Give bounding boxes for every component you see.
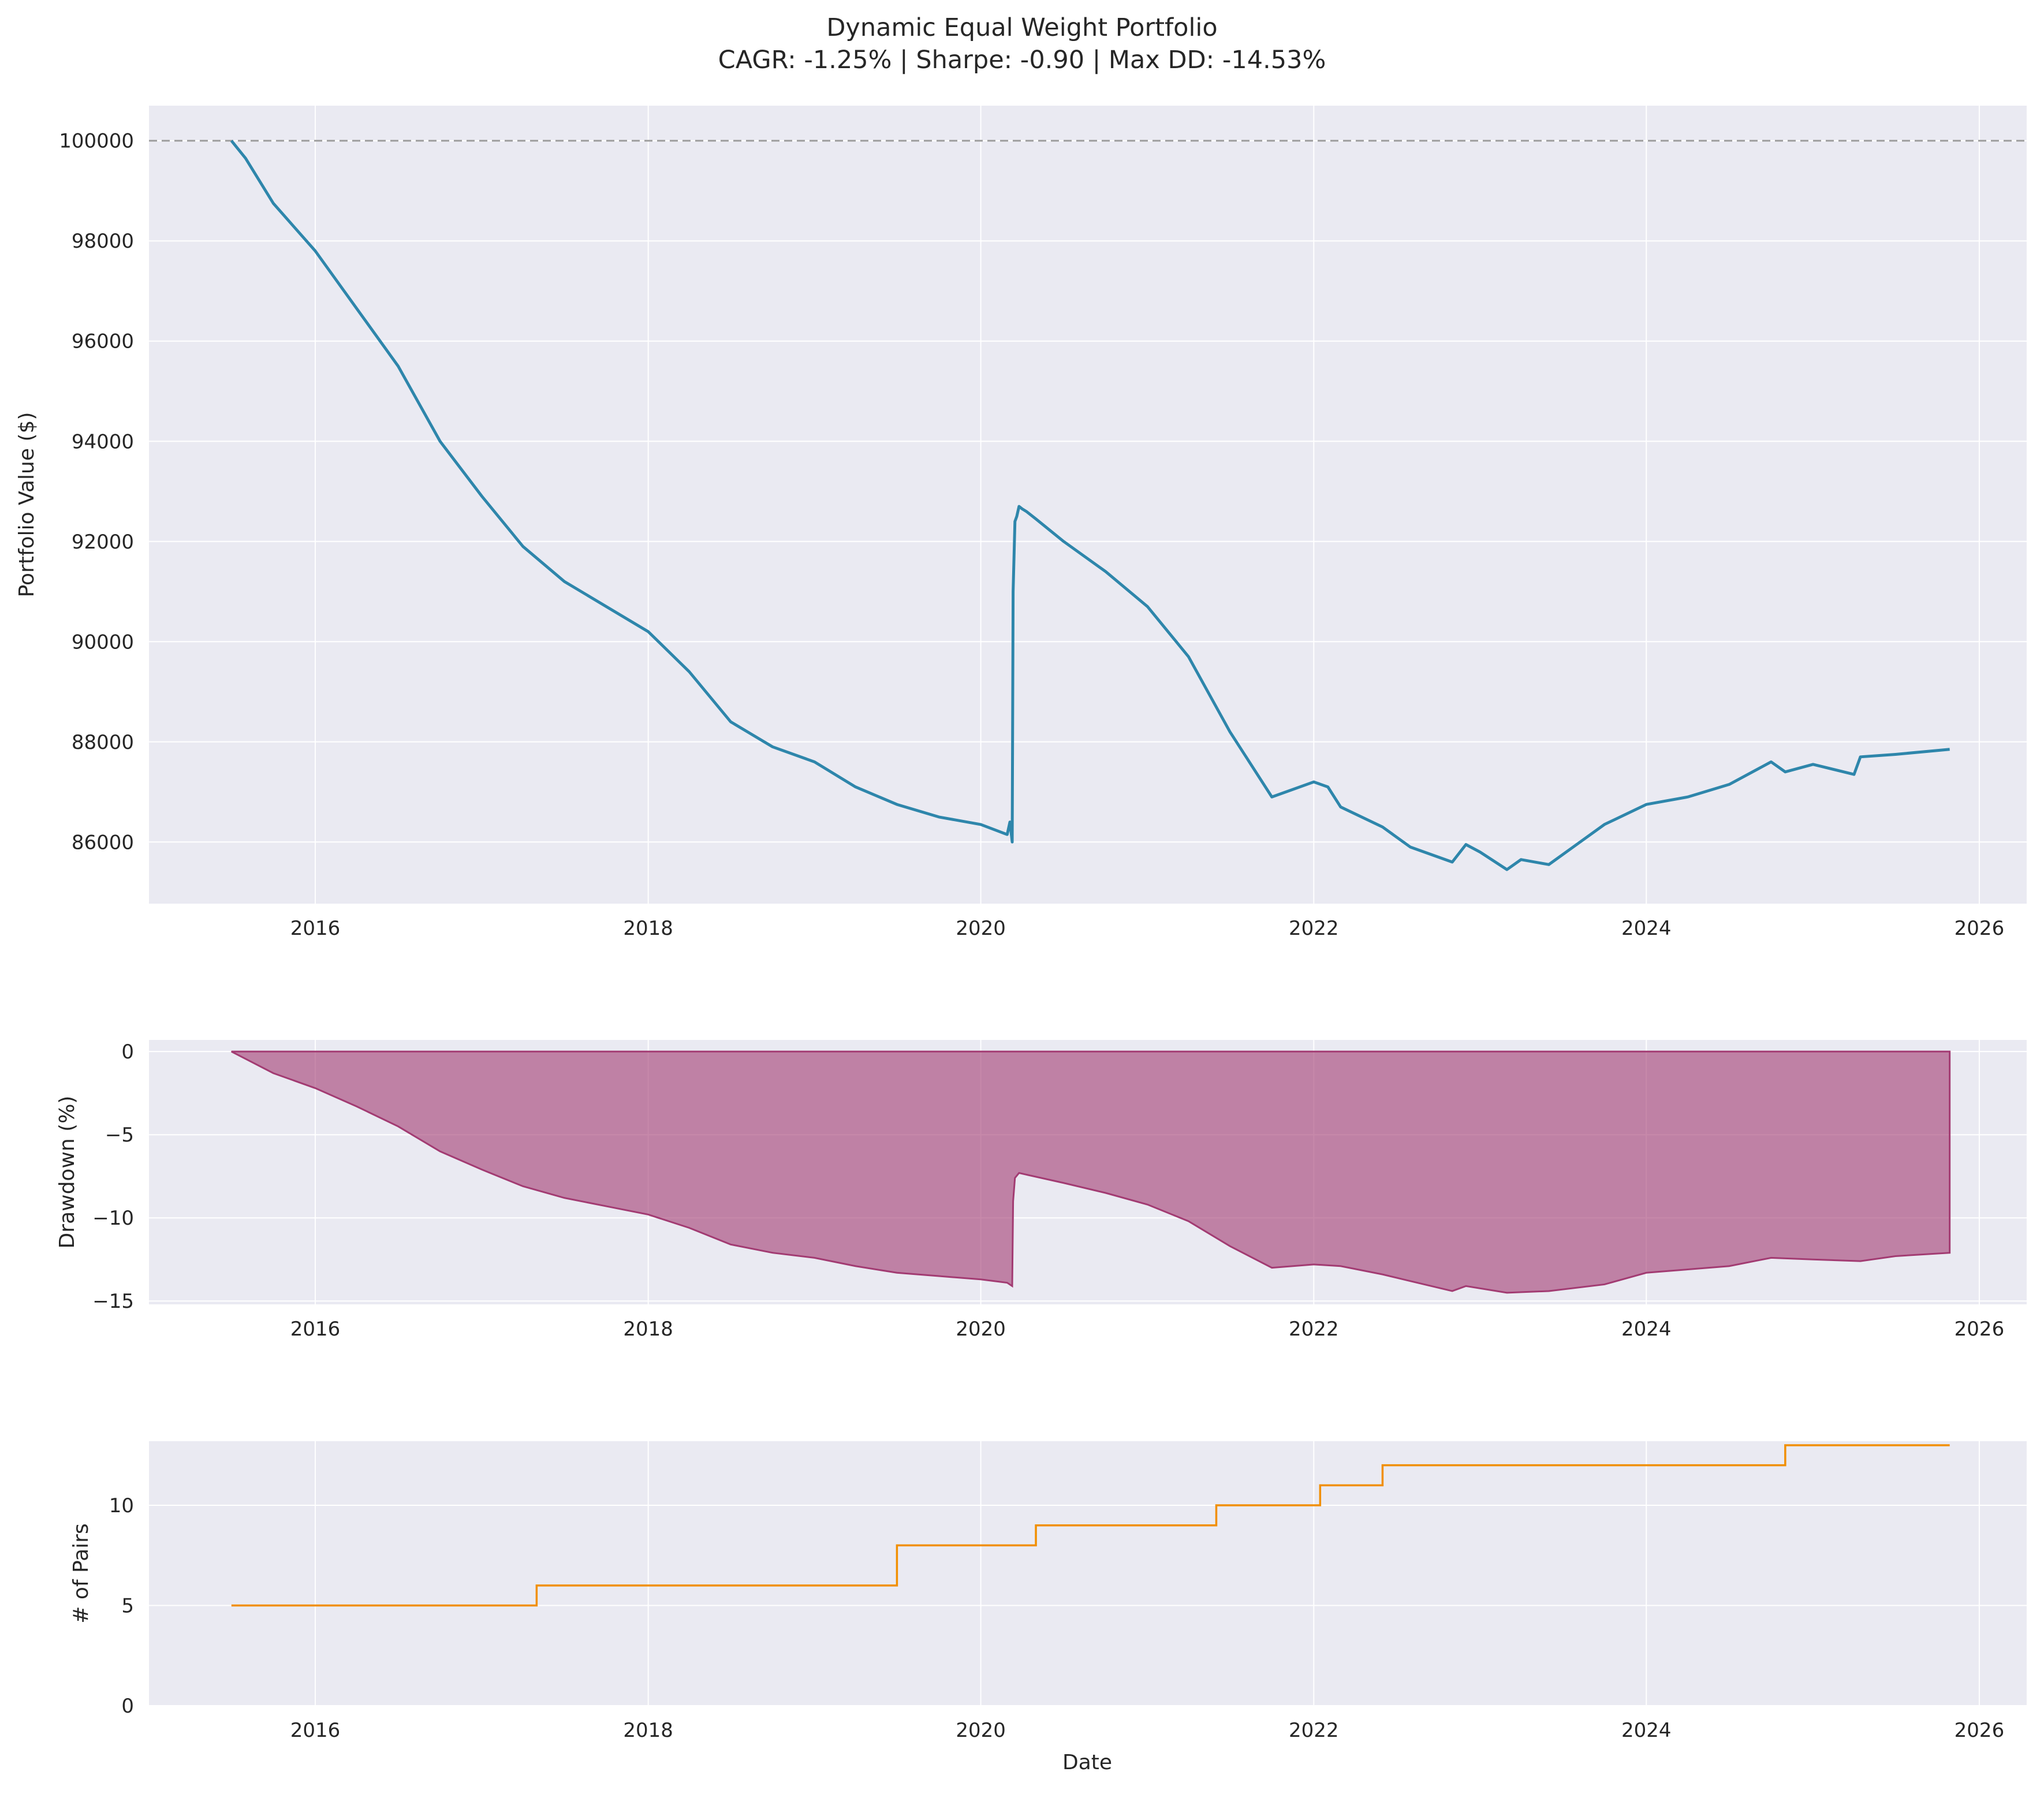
x-axis-label: Date <box>1062 1751 1112 1774</box>
plot-area <box>149 106 2027 904</box>
portfolio-value-line <box>230 140 1950 871</box>
y-tick-label: 96000 <box>72 330 134 353</box>
x-tick-label: 2016 <box>290 917 341 940</box>
y-tick-label: −15 <box>92 1290 134 1313</box>
y-axis-label: Drawdown (%) <box>55 1096 79 1249</box>
y-tick-label: 86000 <box>72 831 134 854</box>
x-tick-label: 2024 <box>1621 1318 1672 1341</box>
x-tick-label: 2026 <box>1955 917 2005 940</box>
x-tick-labels: 2016 2018 2020 2022 2024 2026 <box>290 917 2005 940</box>
x-tick-label: 2026 <box>1955 1719 2005 1742</box>
drawdown-panel: 0 −5 −10 −15 2016 2018 2020 2022 2024 2026 Drawd… <box>55 1040 2027 1341</box>
x-tick-label: 2026 <box>1955 1318 2005 1341</box>
y-tick-label: 94000 <box>72 430 134 453</box>
x-tick-labels: 2016 2018 2020 2022 2024 2026 <box>290 1318 2005 1341</box>
grid <box>149 106 2027 904</box>
x-tick-labels: 2016 2018 2020 2022 2024 2026 <box>290 1719 2005 1742</box>
y-tick-label: 100000 <box>59 130 134 153</box>
portfolio-value-panel: 86000 88000 90000 92000 94000 96000 98000 10000… <box>15 106 2027 940</box>
y-axis-label: # of Pairs <box>69 1523 93 1623</box>
y-tick-label: 92000 <box>72 531 134 554</box>
x-tick-label: 2022 <box>1289 1719 1339 1742</box>
x-tick-label: 2024 <box>1621 917 1672 940</box>
y-tick-labels: 0 5 10 <box>109 1494 134 1718</box>
x-tick-label: 2022 <box>1289 917 1339 940</box>
y-tick-label: 90000 <box>72 631 134 654</box>
y-tick-labels: 86000 88000 90000 92000 94000 96000 98000 10000… <box>59 130 134 855</box>
x-tick-label: 2020 <box>956 1719 1006 1742</box>
y-tick-label: 10 <box>109 1494 134 1517</box>
y-tick-label: −5 <box>105 1124 134 1147</box>
x-tick-label: 2016 <box>290 1318 341 1341</box>
y-tick-label: −10 <box>92 1207 134 1230</box>
y-tick-label: 88000 <box>72 731 134 754</box>
y-tick-label: 0 <box>121 1040 134 1064</box>
x-tick-label: 2020 <box>956 1318 1006 1341</box>
y-axis-label: Portfolio Value ($) <box>15 412 39 598</box>
chart-title: Dynamic Equal Weight Portfolio <box>826 13 1217 42</box>
series-layer <box>231 1444 1950 1607</box>
x-tick-label: 2024 <box>1621 1719 1672 1742</box>
y-tick-labels: 0 −5 −10 −15 <box>92 1040 134 1313</box>
x-tick-label: 2018 <box>623 1719 673 1742</box>
drawdown-area <box>231 1050 1951 1294</box>
series-layer <box>231 1050 1951 1294</box>
y-tick-label: 0 <box>121 1695 134 1718</box>
x-tick-label: 2020 <box>956 917 1006 940</box>
x-tick-label: 2022 <box>1289 1318 1339 1341</box>
series-layer <box>230 140 1950 871</box>
y-tick-label: 98000 <box>72 230 134 253</box>
x-tick-label: 2018 <box>623 1318 673 1341</box>
x-tick-label: 2018 <box>623 917 673 940</box>
x-tick-label: 2016 <box>290 1719 341 1742</box>
y-tick-label: 5 <box>121 1595 134 1618</box>
pairs-count-step-line <box>231 1444 1950 1607</box>
chart-subtitle: CAGR: -1.25% | Sharpe: -0.90 | Max DD: -… <box>718 46 1326 74</box>
pairs-count-panel: 0 5 10 2016 2018 2020 2022 2024 2026 # of Pairs… <box>69 1441 2027 1774</box>
plot-area <box>149 1441 2027 1706</box>
